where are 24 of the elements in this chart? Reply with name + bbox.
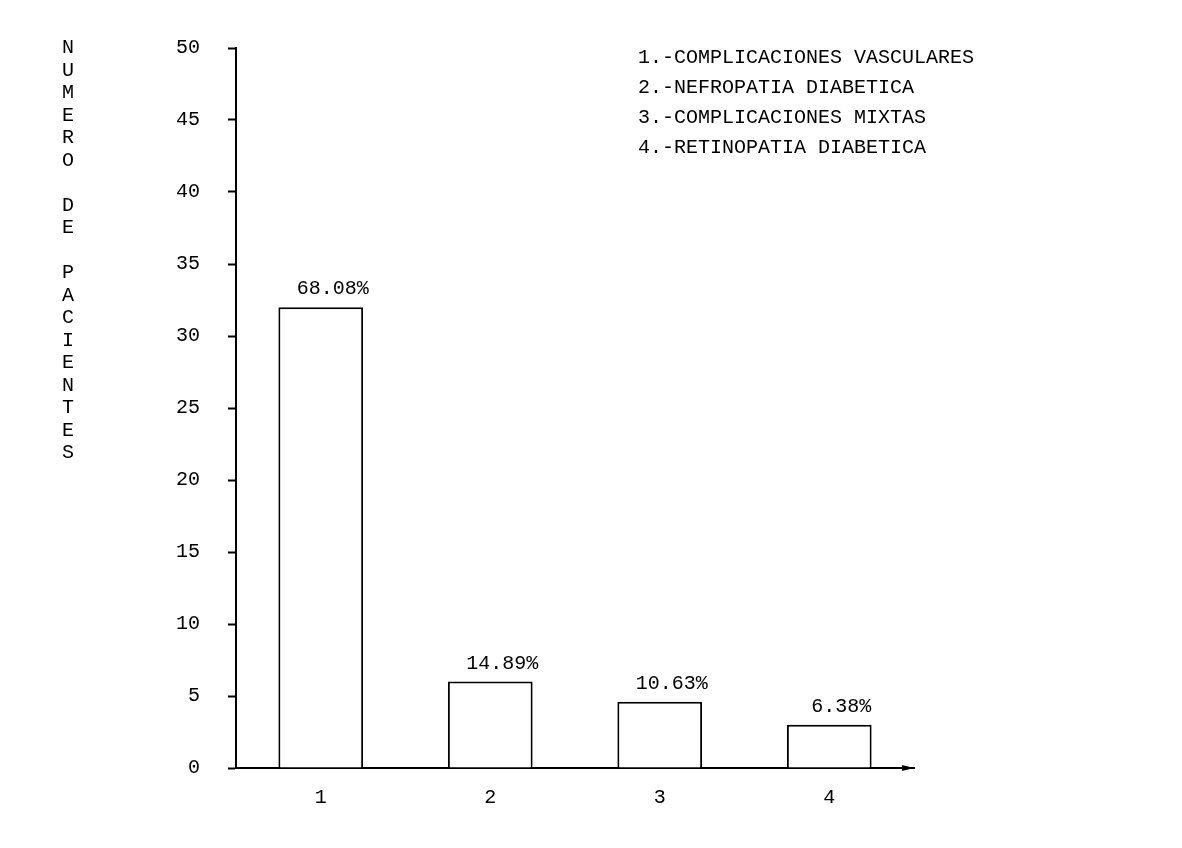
y-tick-label: 45: [175, 108, 200, 132]
y-tick-label: 40: [175, 180, 200, 204]
y-tick-label: 20: [175, 468, 200, 492]
annotation: 4.-RETINOPATIA DIABETICA: [638, 136, 927, 160]
x-tick-label: 3: [653, 786, 666, 810]
y-tick-label: 50: [175, 36, 200, 60]
y-tick-label: 15: [175, 540, 200, 564]
annotation: 1.-COMPLICACIONES VASCULARES: [638, 46, 975, 70]
x-tick-label: 4: [823, 786, 836, 810]
annotation: 6.38%: [811, 695, 873, 719]
x-tick-label: 1: [314, 786, 327, 810]
x-tick-label: 2: [484, 786, 497, 810]
annotation: 2.-NEFROPATIA DIABETICA: [638, 76, 915, 100]
y-tick-label: 5: [187, 684, 200, 708]
annotation: 3.-COMPLICACIONES MIXTAS: [638, 106, 927, 130]
text: NUMERO DE PACIENTES: [61, 36, 75, 465]
y-tick-label: 35: [175, 252, 200, 276]
annotation: 10.63%: [635, 672, 709, 696]
y-tick-label: 25: [175, 396, 200, 420]
y-tick-label: 10: [175, 612, 200, 636]
annotation: 14.89%: [466, 651, 540, 675]
y-tick-label: 0: [187, 756, 200, 780]
y-tick-label: 30: [175, 324, 200, 348]
annotation: 68.08%: [296, 277, 370, 301]
